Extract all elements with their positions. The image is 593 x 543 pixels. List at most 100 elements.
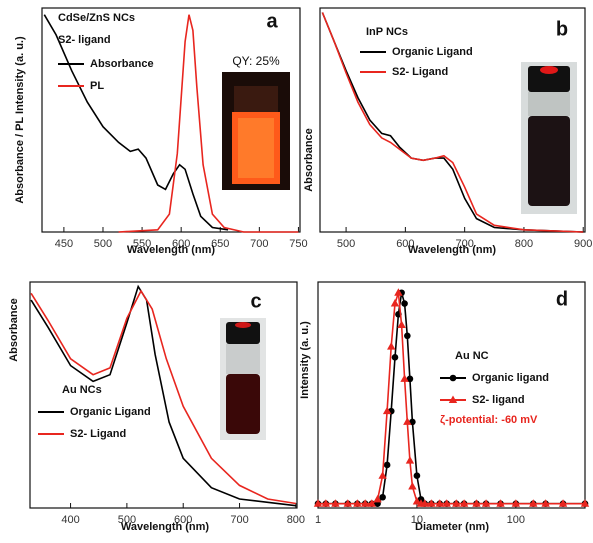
y-axis-label: Absorbance / PL Intensity (a. u.) (14, 36, 26, 204)
x-tick-label: 10 (411, 514, 423, 526)
series-line (43, 14, 229, 231)
panel-title: CdSe/ZnS NCs (58, 12, 135, 24)
marker (382, 406, 392, 415)
marker (452, 499, 461, 507)
legend-label: Organic ligand (472, 372, 549, 384)
marker (403, 417, 412, 425)
marker (397, 320, 406, 329)
x-tick-label: 750 (289, 238, 307, 250)
marker (373, 494, 382, 503)
panel-label: d (556, 288, 568, 310)
marker (481, 499, 491, 507)
plot-frame (41, 7, 301, 233)
x-axis-label: Wavelength (nm) (408, 244, 497, 256)
x-tick-label: 650 (211, 238, 229, 250)
y-axis-label: Absorbance (303, 128, 315, 192)
x-tick-label: 500 (118, 514, 136, 526)
x-tick-label: 800 (515, 238, 533, 250)
x-tick-label: 600 (396, 238, 414, 250)
x-tick-label: 700 (455, 238, 473, 250)
marker (321, 499, 331, 507)
plot-frame (319, 7, 586, 233)
legend-label: PL (90, 80, 104, 92)
x-tick-label: 1 (315, 514, 321, 526)
marker (580, 499, 590, 507)
x-tick-label: 700 (250, 238, 268, 250)
x-tick-label: 800 (287, 514, 305, 526)
marker (413, 472, 421, 480)
panel-title: Au NC (455, 350, 489, 362)
marker (405, 456, 415, 464)
marker (404, 332, 411, 340)
legend-label: Organic Ligand (392, 46, 473, 58)
x-tick-label: 450 (55, 238, 73, 250)
marker (361, 499, 370, 507)
marker (343, 499, 352, 507)
panel-subtitle: S2- ligand (58, 34, 111, 46)
marker (400, 374, 409, 382)
marker (313, 499, 323, 507)
marker (406, 375, 414, 383)
series-line (118, 14, 299, 233)
legend-label: Absorbance (90, 58, 154, 70)
marker (390, 299, 400, 307)
marker (331, 499, 340, 507)
marker (383, 461, 391, 469)
series-line (30, 289, 297, 505)
x-tick-label: 600 (174, 514, 192, 526)
x-tick-label: 900 (574, 238, 592, 250)
marker (412, 497, 422, 505)
marker (511, 499, 521, 507)
marker (496, 499, 505, 507)
y-axis-label: Absorbance (8, 298, 20, 362)
series-line (321, 12, 584, 233)
x-axis-label: Wavelength (nm) (127, 244, 216, 256)
marker (391, 354, 399, 361)
marker (558, 499, 568, 507)
annotation: ζ-potential: -60 mV (440, 414, 538, 426)
marker (541, 499, 550, 507)
legend-label: S2- Ligand (392, 66, 448, 78)
x-tick-label: 500 (94, 238, 112, 250)
annotation: QY: 25% (232, 54, 280, 68)
marker (435, 499, 444, 507)
marker (378, 471, 387, 479)
panel-label: c (250, 290, 261, 312)
marker (353, 499, 362, 507)
photo-inset-a (222, 72, 290, 190)
x-tick-label: 500 (337, 238, 355, 250)
plot-frame (317, 281, 586, 509)
panel-label: a (266, 10, 278, 32)
legend-label: S2- ligand (472, 394, 525, 406)
x-tick-label: 550 (133, 238, 151, 250)
x-tick-label: 700 (230, 514, 248, 526)
panel-title: Au NCs (62, 384, 102, 396)
plot-frame (29, 281, 298, 509)
x-tick-label: 400 (61, 514, 79, 526)
marker (387, 342, 396, 350)
marker (401, 300, 408, 307)
legend-label: S2- Ligand (70, 428, 126, 440)
panel-label: b (556, 18, 568, 40)
x-axis-label: Diameter (nm) (415, 521, 489, 533)
marker (459, 499, 469, 507)
marker (367, 499, 377, 507)
legend-marker (448, 395, 458, 403)
marker (379, 493, 386, 501)
x-tick-label: 100 (507, 514, 525, 526)
legend-marker (449, 374, 457, 382)
x-axis-label: Wavelength (nm) (121, 521, 210, 533)
marker (394, 288, 403, 296)
legend-label: Organic Ligand (70, 406, 151, 418)
panel-title: InP NCs (366, 26, 408, 38)
series-line (318, 292, 585, 505)
marker (427, 499, 436, 507)
marker (442, 499, 451, 507)
marker (529, 499, 538, 507)
marker (408, 481, 417, 490)
photo-inset-b (521, 62, 577, 214)
marker (420, 499, 429, 507)
y-axis-label: Intensity (a. u.) (299, 321, 311, 399)
